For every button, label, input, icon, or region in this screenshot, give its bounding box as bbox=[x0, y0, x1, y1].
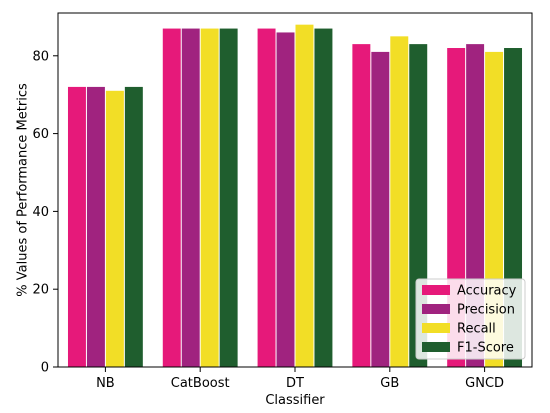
legend-swatch bbox=[422, 285, 450, 295]
bar-f1-score-catboost bbox=[219, 28, 238, 368]
bar-accuracy-dt bbox=[257, 28, 276, 368]
legend-label: Accuracy bbox=[457, 284, 517, 299]
bar-accuracy-catboost bbox=[162, 28, 181, 368]
y-tick-label: 40 bbox=[32, 205, 49, 220]
legend-swatch bbox=[422, 304, 450, 314]
bar-precision-dt bbox=[276, 32, 295, 367]
y-tick-label: 20 bbox=[32, 283, 49, 298]
bar-f1-score-nb bbox=[124, 86, 143, 368]
legend: Accuracy Precision Recall F1-Score bbox=[415, 278, 526, 360]
legend-label: F1-Score bbox=[457, 341, 514, 356]
x-tick-label: NB bbox=[96, 376, 115, 391]
legend-box bbox=[415, 278, 526, 360]
y-axis-label: % Values of Performance Metrics bbox=[16, 83, 31, 297]
x-tick-label: CatBoost bbox=[171, 376, 230, 391]
x-axis: NB CatBoost DT GB GNCD bbox=[96, 367, 504, 391]
legend-label: Precision bbox=[457, 303, 515, 318]
x-tick-label: GNCD bbox=[465, 376, 504, 391]
bar-precision-catboost bbox=[181, 28, 200, 368]
x-tick-label: DT bbox=[286, 376, 304, 391]
y-tick-label: 60 bbox=[32, 127, 49, 142]
legend-swatch bbox=[422, 342, 450, 352]
bar-precision-nb bbox=[86, 86, 105, 368]
bar-recall-catboost bbox=[200, 28, 219, 368]
y-axis: 0 20 40 60 80 bbox=[32, 49, 58, 376]
bar-accuracy-nb bbox=[67, 86, 86, 368]
legend-swatch bbox=[422, 323, 450, 333]
x-axis-label: Classifier bbox=[265, 393, 325, 408]
bar-recall-gb bbox=[390, 36, 409, 367]
bar-accuracy-gb bbox=[352, 44, 371, 367]
y-tick-label: 80 bbox=[32, 49, 49, 64]
y-tick-label: 0 bbox=[41, 361, 49, 376]
x-tick-label: GB bbox=[380, 376, 399, 391]
bar-recall-nb bbox=[105, 90, 124, 368]
bar-recall-dt bbox=[295, 24, 314, 368]
bar-precision-gb bbox=[371, 51, 390, 368]
bar-f1-score-dt bbox=[314, 28, 333, 368]
legend-label: Recall bbox=[457, 322, 496, 337]
